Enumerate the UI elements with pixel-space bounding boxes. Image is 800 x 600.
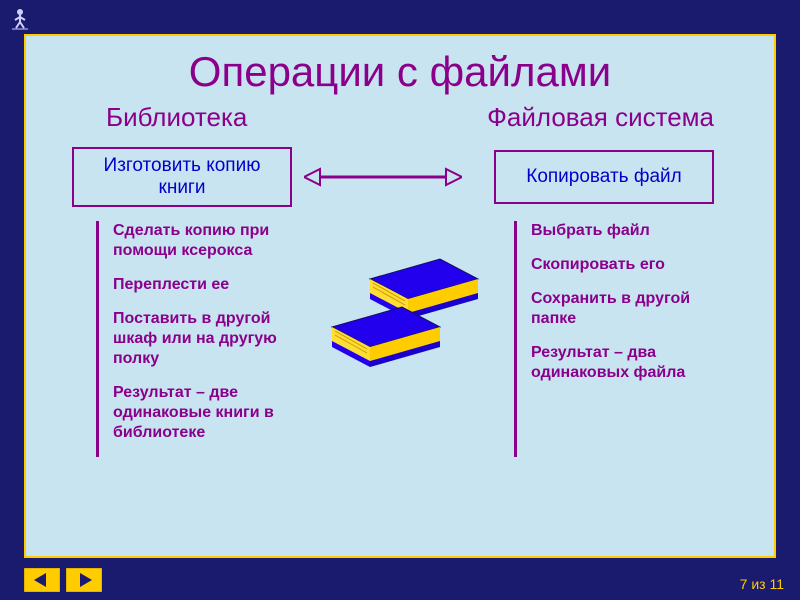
box-row: Изготовить копию книги Копировать файл (26, 147, 774, 207)
list-item: Результат – два одинаковых файла (531, 343, 724, 383)
list-item: Результат – две одинаковые книги в библи… (113, 383, 316, 443)
page-counter: 7 из 11 (740, 576, 784, 592)
right-column-header: Файловая система (487, 102, 714, 133)
double-arrow-icon (304, 165, 462, 189)
right-box: Копировать файл (494, 150, 714, 204)
left-column-header: Библиотека (106, 102, 247, 133)
left-list: Сделать копию при помощи ксерокса Перепл… (96, 221, 316, 457)
list-item: Поставить в другой шкаф или на другую по… (113, 309, 316, 369)
logo-icon (8, 6, 32, 30)
next-button[interactable] (66, 568, 102, 592)
list-item: Скопировать его (531, 255, 724, 275)
column-headers: Библиотека Файловая система (26, 102, 774, 133)
left-box: Изготовить копию книги (72, 147, 292, 207)
list-item: Сохранить в другой папке (531, 289, 724, 329)
list-item: Сделать копию при помощи ксерокса (113, 221, 316, 261)
prev-button[interactable] (24, 568, 60, 592)
books-icon (326, 251, 486, 411)
slide-title: Операции с файлами (26, 48, 774, 96)
slide-panel: Операции с файлами Библиотека Файловая с… (24, 34, 776, 558)
list-item: Выбрать файл (531, 221, 724, 241)
lists-area: Сделать копию при помощи ксерокса Перепл… (26, 221, 774, 457)
right-list: Выбрать файл Скопировать его Сохранить в… (514, 221, 724, 457)
list-item: Переплести ее (113, 275, 316, 295)
